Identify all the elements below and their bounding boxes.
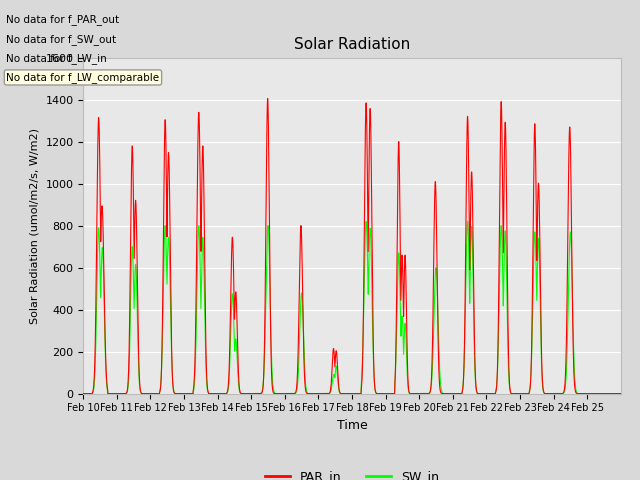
Legend: PAR_in, SW_in: PAR_in, SW_in xyxy=(260,465,444,480)
Text: No data for f_PAR_out: No data for f_PAR_out xyxy=(6,14,120,25)
Y-axis label: Solar Radiation (umol/m2/s, W/m2): Solar Radiation (umol/m2/s, W/m2) xyxy=(30,128,40,324)
Text: No data for f_LW_comparable: No data for f_LW_comparable xyxy=(6,72,159,83)
Title: Solar Radiation: Solar Radiation xyxy=(294,37,410,52)
Text: No data for f_SW_out: No data for f_SW_out xyxy=(6,34,116,45)
X-axis label: Time: Time xyxy=(337,419,367,432)
Text: No data for f_LW_in: No data for f_LW_in xyxy=(6,53,107,64)
